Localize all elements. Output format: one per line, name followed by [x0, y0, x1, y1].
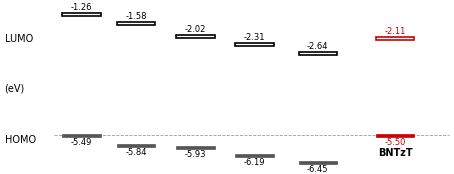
Bar	[176, 146, 215, 149]
Text: -2.11: -2.11	[384, 27, 406, 36]
Bar	[62, 13, 101, 16]
Text: (eV): (eV)	[5, 83, 25, 93]
Bar	[299, 53, 337, 55]
Bar	[235, 154, 274, 157]
Text: -6.19: -6.19	[243, 158, 265, 167]
Text: -5.93: -5.93	[184, 150, 206, 159]
Text: -1.58: -1.58	[125, 12, 147, 21]
Bar	[62, 134, 101, 137]
Text: -2.64: -2.64	[307, 42, 329, 51]
Bar	[376, 37, 415, 40]
Text: -5.84: -5.84	[125, 148, 147, 157]
Text: -5.49: -5.49	[71, 138, 93, 147]
Bar	[235, 43, 274, 46]
Bar	[299, 161, 337, 164]
Text: -6.45: -6.45	[307, 165, 329, 174]
Bar	[117, 144, 155, 147]
Bar	[376, 134, 415, 137]
Text: -5.50: -5.50	[384, 138, 406, 147]
Bar	[176, 35, 215, 38]
Text: BNTzT: BNTzT	[378, 148, 412, 158]
Bar	[117, 22, 155, 25]
Text: -2.02: -2.02	[184, 25, 206, 34]
Text: LUMO: LUMO	[5, 34, 33, 44]
Text: HOMO: HOMO	[5, 135, 36, 145]
Text: -2.31: -2.31	[243, 33, 265, 42]
Text: -1.26: -1.26	[71, 3, 93, 12]
